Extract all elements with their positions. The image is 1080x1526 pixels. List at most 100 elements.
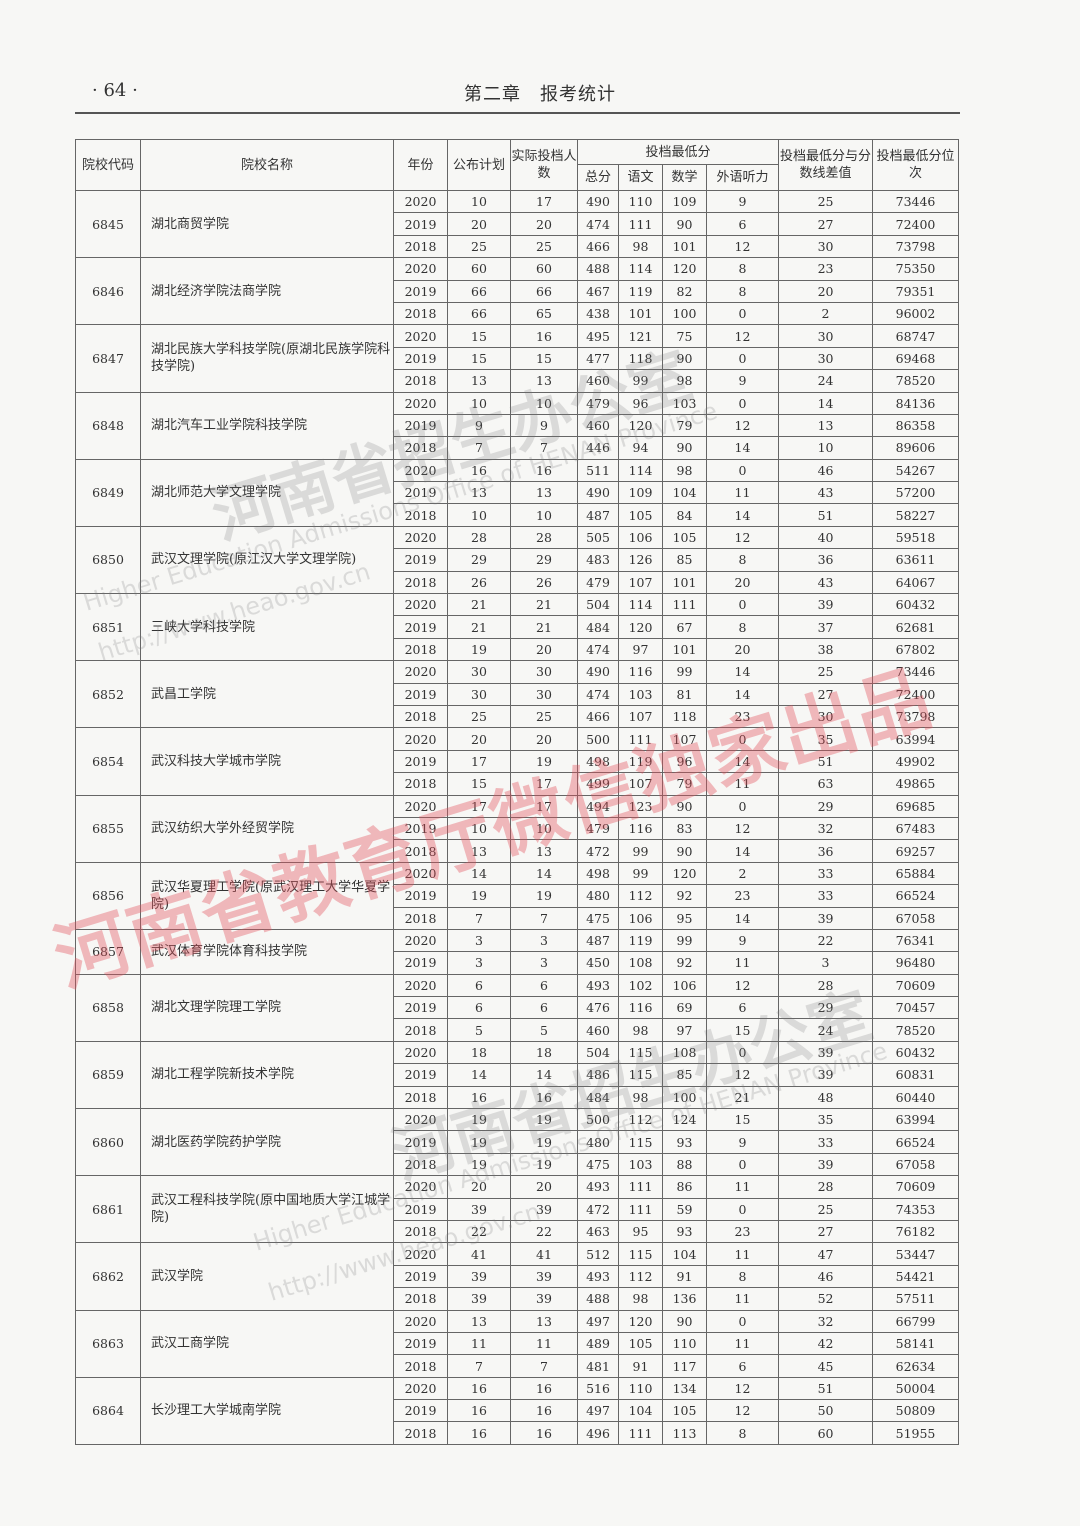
cell-rank: 63994 <box>872 1108 960 1132</box>
cell-chinese: 111 <box>618 727 663 751</box>
cell-foreign: 11 <box>705 772 780 796</box>
cell-foreign: 0 <box>705 593 780 617</box>
cell-math: 90 <box>662 346 707 371</box>
header-plan: 公布计划 <box>447 139 511 191</box>
cell-plan: 66 <box>447 279 511 303</box>
cell-math: 92 <box>662 884 707 908</box>
cell-year: 2020 <box>393 324 448 348</box>
cell-diff: 32 <box>778 1309 874 1333</box>
cell-actual: 19 <box>510 1130 578 1154</box>
cell-plan: 19 <box>447 637 511 662</box>
cell-plan: 10 <box>447 391 511 415</box>
cell-diff: 35 <box>778 1108 874 1132</box>
cell-actual: 26 <box>510 570 578 595</box>
cell-chinese: 120 <box>618 615 663 639</box>
cell-math: 93 <box>662 1130 707 1154</box>
cell-chinese: 98 <box>618 234 663 259</box>
school-name: 武汉科技大学城市学院 <box>140 727 394 796</box>
cell-actual: 60 <box>510 257 578 281</box>
cell-foreign: 12 <box>705 1376 780 1401</box>
cell-math: 105 <box>662 525 707 550</box>
cell-rank: 60432 <box>872 593 960 617</box>
cell-diff: 51 <box>778 1376 874 1401</box>
table-row: 6856 武汉华夏理工学院(原武汉理工大学华夏学院) 2020 14 14 498 99 12… <box>75 861 960 930</box>
table-row: 2018 13 13 460 99 98 9 24 78520 <box>76 369 960 393</box>
cell-actual: 19 <box>510 1152 578 1177</box>
cell-chinese: 98 <box>618 1287 663 1311</box>
cell-rank: 62634 <box>872 1354 960 1378</box>
cell-foreign: 23 <box>705 884 780 908</box>
cell-plan: 3 <box>447 928 511 953</box>
cell-total: 516 <box>577 1376 619 1401</box>
header-name: 院校名称 <box>140 139 394 191</box>
header-chinese: 语文 <box>618 164 663 191</box>
cell-chinese: 94 <box>618 436 663 460</box>
cell-total: 489 <box>577 1331 619 1356</box>
cell-math: 69 <box>662 996 707 1020</box>
school-code: 6861 <box>75 1175 141 1244</box>
cell-math: 98 <box>662 369 707 393</box>
cell-foreign: 6 <box>705 996 780 1020</box>
cell-year: 2019 <box>393 615 448 639</box>
cell-total: 505 <box>577 525 619 550</box>
cell-diff: 23 <box>778 257 874 281</box>
cell-chinese: 105 <box>618 503 663 527</box>
cell-math: 106 <box>662 973 707 998</box>
table-row: 6854 武汉科技大学城市学院 2020 20 20 500 111 107 0 35 63994 <box>75 727 960 796</box>
cell-diff: 48 <box>778 1085 874 1110</box>
cell-rank: 72400 <box>872 682 960 706</box>
cell-rank: 50004 <box>872 1376 960 1401</box>
table-row: 2018 19 20 474 97 101 20 38 67802 <box>76 637 960 662</box>
cell-plan: 19 <box>447 1130 511 1154</box>
cell-plan: 28 <box>447 525 511 550</box>
cell-rank: 89606 <box>872 436 960 460</box>
cell-year: 2019 <box>393 996 448 1020</box>
table-row: 2018 26 26 479 107 101 20 43 64067 <box>76 570 960 595</box>
cell-year: 2018 <box>393 234 448 259</box>
cell-foreign: 12 <box>705 816 780 841</box>
school-code: 6854 <box>75 727 141 796</box>
cell-total: 446 <box>577 436 619 460</box>
cell-total: 479 <box>577 816 619 841</box>
cell-actual: 17 <box>510 189 578 214</box>
school-name: 长沙理工大学城南学院 <box>140 1376 394 1445</box>
cell-diff: 27 <box>778 212 874 236</box>
cell-rank: 59518 <box>872 525 960 550</box>
cell-total: 479 <box>577 570 619 595</box>
cell-math: 104 <box>662 481 707 505</box>
cell-diff: 50 <box>778 1399 874 1423</box>
table-row: 2019 15 15 477 118 90 0 30 69468 <box>76 346 960 371</box>
cell-math: 99 <box>662 660 707 684</box>
table-row: 6859 湖北工程学院新技术学院 2020 18 18 504 115 108 0 39 60432 <box>75 1040 960 1110</box>
cell-actual: 20 <box>510 212 578 236</box>
cell-diff: 25 <box>778 189 874 214</box>
cell-math: 91 <box>662 1264 707 1289</box>
cell-actual: 25 <box>510 234 578 259</box>
cell-year: 2020 <box>393 257 448 281</box>
table-row: 6852 武昌工学院 2020 30 30 490 116 99 14 25 73446 <box>75 660 960 729</box>
cell-actual: 13 <box>510 1309 578 1333</box>
chapter-title: 第二章 报考统计 <box>464 84 616 105</box>
cell-diff: 35 <box>778 727 874 751</box>
table-row: 2019 17 19 498 119 96 14 51 49902 <box>76 749 960 774</box>
cell-foreign: 14 <box>705 660 780 684</box>
cell-chinese: 106 <box>618 906 663 930</box>
cell-chinese: 120 <box>618 1309 663 1333</box>
school-name: 湖北医药学院药护学院 <box>140 1108 394 1177</box>
cell-math: 136 <box>662 1287 707 1311</box>
cell-chinese: 98 <box>618 1085 663 1110</box>
cell-diff: 2 <box>778 301 874 326</box>
cell-math: 97 <box>662 1018 707 1042</box>
table-row: 2019 39 39 472 111 59 0 25 74353 <box>76 1197 960 1221</box>
cell-plan: 15 <box>447 346 511 371</box>
cell-chinese: 108 <box>618 951 663 975</box>
cell-diff: 39 <box>778 1063 874 1087</box>
cell-total: 479 <box>577 391 619 415</box>
cell-chinese: 119 <box>618 749 663 774</box>
cell-chinese: 104 <box>618 1399 663 1423</box>
table-row: 6861 武汉工程科技学院(原中国地质大学江城学院) 2020 20 20 493 111 8… <box>75 1175 960 1244</box>
cell-plan: 25 <box>447 234 511 259</box>
cell-plan: 16 <box>447 1399 511 1423</box>
cell-foreign: 0 <box>705 1040 780 1065</box>
cell-actual: 16 <box>510 458 578 483</box>
